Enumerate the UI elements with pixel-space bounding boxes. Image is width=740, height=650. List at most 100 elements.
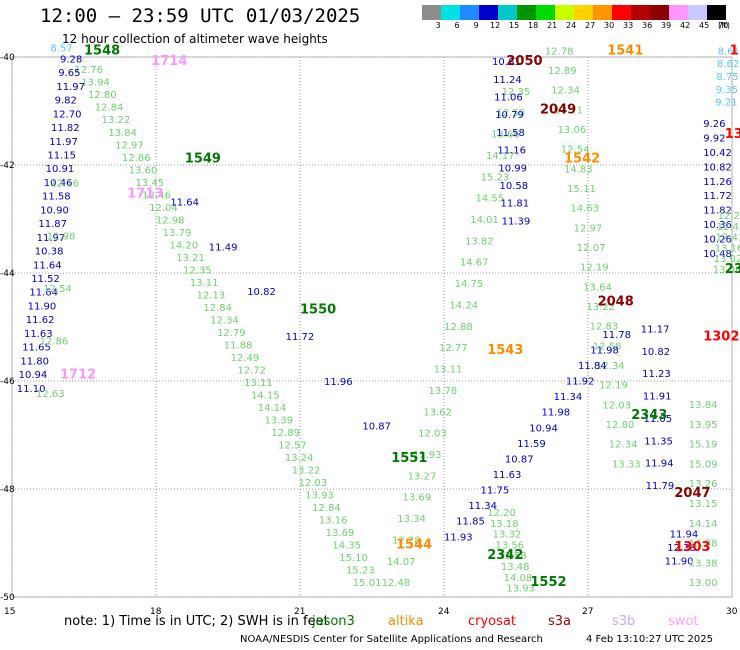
- swh-value: 10.36: [703, 220, 732, 231]
- swh-value: 14.07: [387, 557, 416, 568]
- swh-value: 13.27: [408, 471, 437, 482]
- swh-value: 10.94: [529, 423, 558, 434]
- swh-value: 11.98: [541, 408, 570, 419]
- swh-value: 14.20: [169, 240, 198, 251]
- swh-value: 12.97: [115, 140, 144, 151]
- swh-value: 13.93: [506, 584, 535, 595]
- pass-number: 1551: [391, 451, 427, 466]
- longitude-tick-label: 30: [726, 607, 738, 617]
- swh-value: 12.34: [551, 86, 580, 97]
- swh-value: 11.94: [645, 459, 674, 470]
- legend-tick-label: 42: [680, 21, 691, 30]
- swh-value: 8.62: [717, 59, 739, 70]
- swh-value: 9.26: [703, 119, 725, 130]
- legend-swatch: [593, 5, 612, 20]
- swh-value: 10.87: [505, 454, 534, 465]
- swh-value: 10.87: [362, 422, 391, 433]
- swh-value: 14.14: [258, 403, 287, 414]
- swh-value: 14.67: [460, 258, 489, 269]
- swh-value: 13.82: [465, 236, 494, 247]
- swh-value: 12.38: [667, 543, 696, 554]
- swh-value: 13.22: [586, 302, 615, 313]
- swh-value: 11.52: [31, 274, 60, 285]
- swh-value: 14.35: [332, 541, 361, 552]
- swh-value: 13.93: [305, 491, 334, 502]
- swh-value: 13.15: [689, 499, 718, 510]
- swh-value: 15.11: [567, 184, 596, 195]
- legend-tick-label: 3: [435, 21, 441, 30]
- swh-value: 12.78: [545, 46, 574, 57]
- swh-value: 10.26: [703, 234, 732, 245]
- swh-value: 12.19: [599, 381, 628, 392]
- latitude-tick-label: -46: [0, 377, 15, 387]
- swh-value: 11.35: [644, 436, 673, 447]
- swh-value: 11.78: [602, 330, 631, 341]
- legend-swatch: [574, 5, 593, 20]
- swh-value: 12.07: [577, 243, 606, 254]
- swh-value: 8.75: [716, 72, 738, 83]
- legend-swatch: [555, 5, 574, 20]
- swh-value: 9.92: [703, 134, 725, 145]
- pass-number: 1302: [703, 330, 739, 345]
- legend-tick-label: 18: [528, 21, 539, 30]
- mission-s3a: s3a: [548, 614, 572, 629]
- swh-value: 13.22: [292, 466, 321, 477]
- swh-value: 11.72: [703, 191, 732, 202]
- swh-value: 13.79: [163, 228, 192, 239]
- mission-swot: swot: [668, 614, 699, 629]
- swh-value: 12.89: [548, 66, 577, 77]
- swh-value: 12.43: [716, 233, 740, 244]
- pass-number: 1552: [530, 575, 566, 590]
- swh-value: 13.45: [136, 178, 165, 189]
- legend-swatch: [688, 5, 707, 20]
- pass-number: 1712: [60, 367, 96, 382]
- pass-number: 2049: [540, 103, 576, 118]
- swh-value: 14.24: [449, 300, 478, 311]
- legend-tick-label: 21: [547, 21, 558, 30]
- swh-value: 11.63: [24, 329, 53, 340]
- swh-value: 10.90: [40, 205, 69, 216]
- legend-tick-label: 36: [642, 21, 653, 30]
- page-subtitle: 12 hour collection of altimeter wave hei…: [62, 32, 328, 46]
- swh-value: 13.94: [81, 78, 110, 89]
- swh-value: 11.64: [29, 288, 58, 299]
- legend-swatch: [612, 5, 631, 20]
- swh-value: 12.04: [149, 203, 178, 214]
- swh-value: 11.10: [17, 384, 46, 395]
- longitude-tick-label: 21: [294, 607, 305, 617]
- swh-value: 13.24: [285, 453, 314, 464]
- swh-value: 14.83: [564, 164, 593, 175]
- swh-value: 12.49: [231, 353, 260, 364]
- swh-value: 12.58: [593, 341, 622, 352]
- swh-value: 13.16: [715, 243, 740, 254]
- pass-number: 2047: [674, 486, 710, 501]
- swh-value: 12.76: [74, 65, 103, 76]
- swh-value: 12.42: [717, 222, 740, 233]
- mission-s3b: s3b: [612, 614, 636, 629]
- swh-value: 11.79: [646, 481, 675, 492]
- pass-number: 23: [725, 262, 740, 277]
- swh-value: 12.80: [606, 420, 635, 431]
- swh-value: 13.18: [490, 519, 519, 530]
- swh-value: 13.00: [689, 578, 718, 589]
- legend-swatch: [422, 5, 441, 20]
- swh-value: 12.19: [580, 263, 609, 274]
- swh-value: 12.77: [439, 343, 468, 354]
- swh-value: 11.72: [286, 332, 315, 343]
- swh-value: 13.62: [423, 407, 452, 418]
- swh-value: 11.64: [33, 260, 62, 271]
- swh-value: 10.91: [46, 164, 75, 175]
- color-legend: [422, 5, 726, 20]
- swh-value: 9.21: [715, 98, 737, 109]
- swh-value: 12.35: [502, 87, 531, 98]
- swh-value: 11.58: [42, 192, 71, 203]
- swh-value: 12.72: [237, 365, 266, 376]
- longitude-tick-label: 24: [438, 607, 450, 617]
- swh-value: 11.63: [493, 470, 522, 481]
- footnote: note: 1) Time is in UTC; 2) SWH is in fe…: [64, 614, 329, 629]
- swh-value: 12.84: [203, 303, 232, 314]
- swh-value: 13.16: [319, 516, 348, 527]
- swh-value: 13.33: [612, 459, 641, 470]
- swh-value: 11.34: [554, 392, 583, 403]
